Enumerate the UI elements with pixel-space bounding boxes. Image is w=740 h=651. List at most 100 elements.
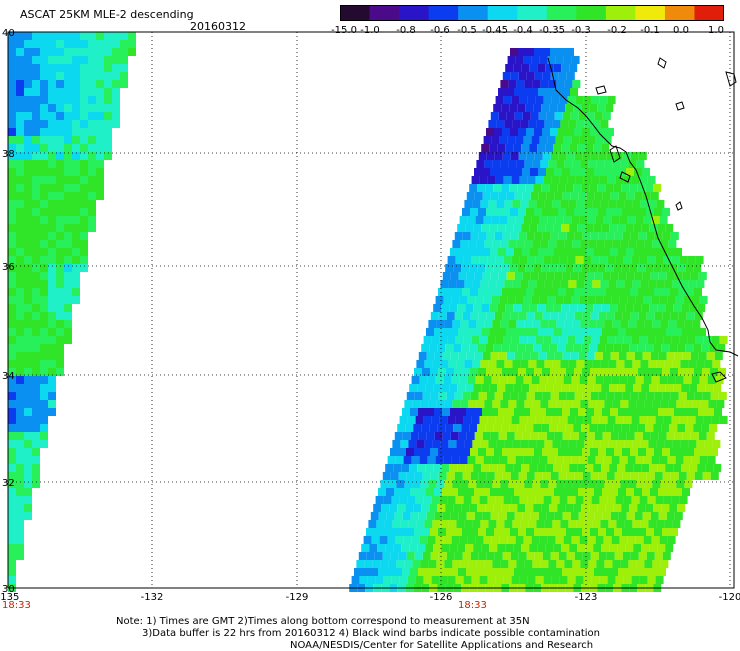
swath-cell [590,288,598,296]
swath-cell [564,240,573,248]
swath-cell [548,320,557,328]
swath-cell [546,272,555,280]
swath-cell [517,504,526,512]
swath-cell [32,408,40,416]
swath-cell [561,304,570,312]
swath-cell [561,464,570,472]
swath-cell [8,128,16,136]
swath-cell [8,40,16,48]
swath-cell [514,192,523,200]
swath-cell [512,520,521,528]
swath-cell [530,432,539,440]
swath-cell [518,472,527,480]
swath-cell [655,496,664,504]
swath-cell [706,352,715,360]
swath-cell [562,272,571,280]
swath-cell [606,232,615,240]
swath-cell [392,520,401,528]
swath-cell [48,192,56,200]
swath-cell [634,408,642,416]
swath-cell [495,496,504,504]
swath-cell [16,200,24,208]
swath-cell [545,464,554,472]
swath-cell [576,360,585,368]
swath-cell [711,416,720,424]
swath-cell [642,352,651,360]
swath-cell [552,120,561,128]
swath-cell [679,336,688,344]
swath-cell [475,536,484,544]
swath-cell [419,456,428,464]
swath-cell [96,160,104,168]
swath-cell [32,80,40,88]
swath-cell [586,168,594,176]
swath-cell [459,536,468,544]
swath-cell [607,576,616,584]
swath-cell [494,368,502,376]
swath-cell [80,144,88,152]
swath-cell [484,320,493,328]
swath-cell [600,520,609,528]
swath-cell [493,104,502,112]
swath-cell [553,224,562,232]
swath-cell [388,560,397,568]
swath-cell [522,192,531,200]
swath-cell [665,384,674,392]
swath-cell [570,88,578,96]
swath-cell [630,288,638,296]
swath-cell [651,376,660,384]
swath-cell [575,96,584,104]
swath-cell [404,480,413,488]
swath-cell [572,560,581,568]
swath-cell [611,216,620,224]
swath-cell [510,312,519,320]
swath-cell [431,336,440,344]
swath-cell [56,256,64,264]
swath-cell [581,424,590,432]
swath-cell [507,216,516,224]
swath-cell [32,272,40,280]
swath-cell [56,48,64,56]
swath-cell [500,80,509,88]
swath-cell [454,232,463,240]
swath-cell [698,272,707,280]
swath-cell [500,160,509,168]
swath-cell [614,368,622,376]
swath-cell [438,312,447,320]
swath-cell [414,472,423,480]
swath-cell [540,80,549,88]
swath-cell [521,144,530,152]
swath-cell [539,136,548,144]
swath-cell [80,64,88,72]
swath-cell [430,528,438,536]
swath-cell [64,152,72,160]
swath-cell [40,168,48,176]
swath-cell [433,384,442,392]
swath-cell [566,232,575,240]
swath-cell [522,272,531,280]
swath-cell [570,328,578,336]
swath-cell [8,464,16,472]
swath-cell [510,448,518,456]
swath-cell [460,240,469,248]
swath-cell [632,520,641,528]
swath-cell [549,344,558,352]
swath-cell [575,176,584,184]
map-frame [7,31,735,589]
swath-cell [573,184,582,192]
swath-cell [628,560,637,568]
swath-cell [527,96,536,104]
swath-cell [64,264,72,272]
swath-cell [624,280,633,288]
swath-cell [594,272,603,280]
swath-cell [32,200,40,208]
swath-cell [448,440,457,448]
swath-cell [596,320,605,328]
swath-cell [16,128,24,136]
lon-tick-label: -129 [286,592,309,600]
swath-cell [491,376,500,384]
lon-tick-label: -123 [575,592,598,600]
swath-cell [534,312,543,320]
swath-cell [497,384,506,392]
swath-cell [48,152,56,160]
